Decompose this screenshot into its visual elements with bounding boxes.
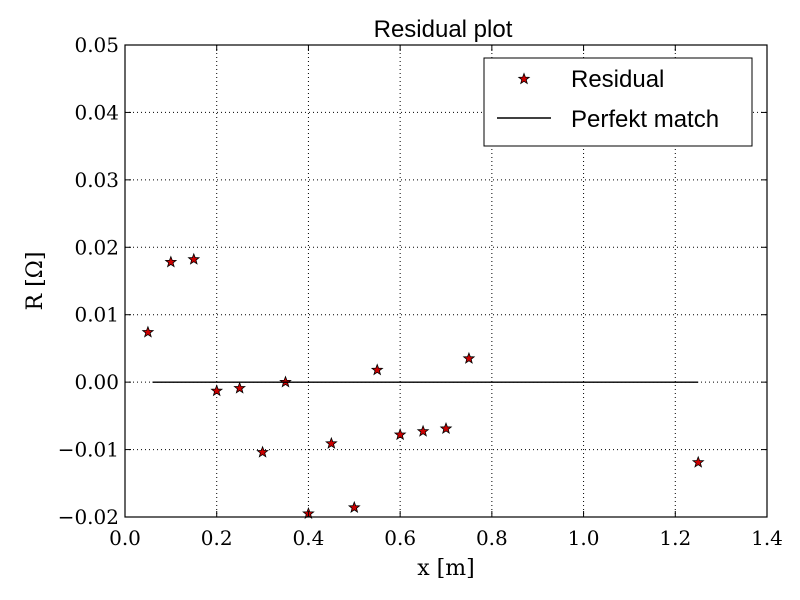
y-tick-label: 0.00 <box>74 370 119 394</box>
residual-point <box>210 384 224 397</box>
residual-point <box>256 445 269 458</box>
residual-point <box>325 436 338 449</box>
x-tick-label: 1.2 <box>659 526 691 550</box>
residual-point <box>370 363 384 376</box>
legend-residual-marker <box>517 72 531 85</box>
axis-ticks: 0.0 0.2 0.4 0.6 0.8 1.0 1.2 1.4 −0.02 −0.01 0.00 0.… <box>58 33 783 550</box>
residual-point <box>187 252 201 265</box>
residual-point <box>233 381 246 394</box>
y-tick-label: −0.01 <box>58 438 119 462</box>
y-tick-label: 0.03 <box>74 168 119 192</box>
chart-title: Residual plot <box>374 16 513 43</box>
y-tick-label: 0.01 <box>74 303 119 327</box>
residual-point <box>416 424 430 437</box>
legend-box <box>483 57 753 147</box>
y-tick-label: 0.04 <box>74 100 119 124</box>
x-tick-label: 0.8 <box>476 526 508 550</box>
plot-frame <box>124 44 768 518</box>
x-tick-label: 0.4 <box>293 526 325 550</box>
x-tick-label: 0.6 <box>384 526 416 550</box>
residual-point <box>439 422 453 435</box>
plot-area <box>141 252 705 520</box>
x-tick-label: 0.0 <box>109 526 141 550</box>
y-axis-label: R [Ω] <box>23 252 48 311</box>
y-tick-label: 0.05 <box>74 33 119 57</box>
x-tick-label: 1.0 <box>568 526 600 550</box>
legend-residual-label: Residual <box>571 66 664 93</box>
y-tick-label: −0.02 <box>58 505 119 529</box>
legend-perfect-match-label: Perfekt match <box>571 106 719 133</box>
residual-point <box>141 325 155 338</box>
x-axis-label: x [m] <box>417 556 474 581</box>
x-tick-label: 0.2 <box>201 526 233 550</box>
grid <box>125 45 767 517</box>
residual-point <box>164 255 178 268</box>
residual-point <box>691 455 705 468</box>
residual-point <box>462 351 476 364</box>
x-tick-label: 1.4 <box>751 526 783 550</box>
y-tick-label: 0.02 <box>74 235 119 259</box>
residual-point <box>393 428 407 441</box>
legend: Residual Perfekt match <box>483 57 753 147</box>
residual-point <box>347 500 361 513</box>
